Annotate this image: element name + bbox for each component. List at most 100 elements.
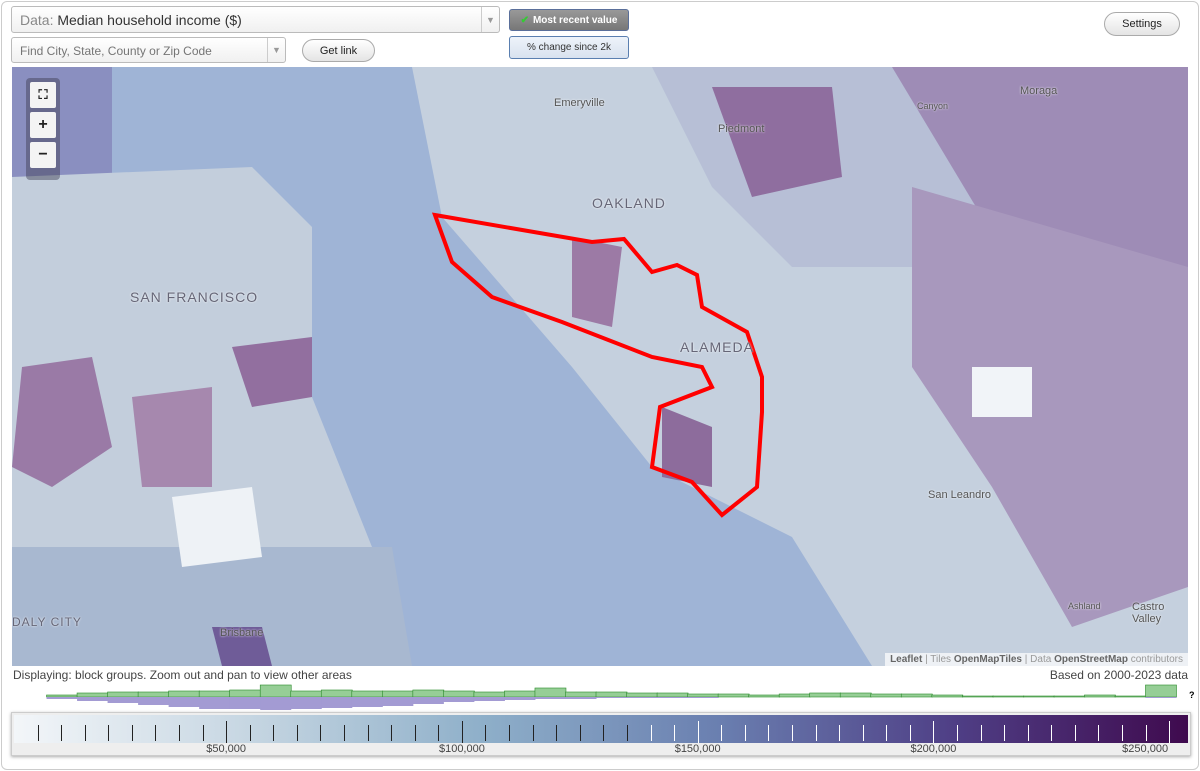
displaying-text: Displaying: block groups. Zoom out and p…	[13, 668, 352, 682]
histogram-bar-below	[107, 697, 139, 703]
histogram-bar-below	[229, 697, 261, 709]
legend-tick	[744, 725, 746, 741]
map-attribution: Leaflet | Tiles OpenMapTiles | Data Open…	[885, 653, 1188, 666]
legend-tick	[320, 725, 322, 741]
leaflet-link[interactable]: Leaflet	[890, 654, 923, 665]
histogram-bar-above	[473, 691, 506, 698]
histogram-bar-below	[534, 697, 566, 699]
histogram-bar-above	[565, 691, 597, 698]
pct-change-toggle[interactable]: % change since 2k	[509, 36, 629, 59]
most-recent-toggle[interactable]: ✔ Most recent value	[509, 9, 629, 31]
legend-tick	[1169, 721, 1171, 743]
zoom-out-button[interactable]: −	[30, 142, 56, 168]
legend-tick	[108, 725, 110, 741]
get-link-button[interactable]: Get link	[302, 39, 375, 62]
histogram-bar-above	[717, 693, 750, 698]
legend-gradient	[14, 715, 1188, 743]
legend-tick	[485, 725, 487, 741]
legend-tick	[84, 725, 86, 741]
legend-label: $150,000	[674, 743, 721, 755]
legend-tick	[579, 725, 581, 741]
map-label: DALY CITY	[12, 615, 82, 629]
data-select[interactable]: Data: Median household income ($) ▼	[11, 6, 500, 33]
legend-tick	[61, 725, 63, 741]
histogram-bar-above	[687, 693, 719, 698]
most-recent-label: Most recent value	[532, 14, 618, 26]
osm-link[interactable]: OpenStreetMap	[1054, 654, 1128, 665]
histogram-bar-above	[76, 692, 109, 698]
legend-tick	[886, 725, 888, 741]
chevron-down-icon[interactable]: ▼	[481, 7, 499, 32]
histogram-bar-above	[1053, 695, 1086, 698]
histogram-bar-above	[198, 690, 231, 698]
legend-tick	[131, 725, 133, 741]
settings-button[interactable]: Settings	[1104, 12, 1180, 36]
data-label: Data:	[20, 12, 54, 28]
histogram-bar-below	[382, 697, 414, 706]
legend-tick	[179, 725, 181, 741]
histogram-bar-below	[46, 697, 78, 699]
map-label: Piedmont	[718, 123, 765, 135]
legend-tick	[155, 725, 157, 741]
histogram-bar-below	[412, 697, 444, 704]
legend-tick	[438, 725, 440, 741]
legend-tick	[909, 725, 911, 741]
legend-tick	[674, 725, 676, 741]
legend-tick	[1004, 725, 1006, 741]
map-label: Ashland	[1068, 601, 1101, 611]
legend-tick	[37, 725, 39, 741]
histogram-bar-below	[199, 697, 231, 709]
histogram-bar-above	[137, 691, 170, 698]
legend-tick	[603, 725, 605, 741]
tiles-link[interactable]: OpenMapTiles	[953, 654, 1022, 665]
histogram-bar-below	[687, 697, 719, 698]
legend-tick	[768, 725, 770, 741]
legend-tick	[650, 725, 652, 741]
histogram	[46, 684, 1177, 710]
legend-tick	[202, 725, 204, 741]
histogram-bar-above	[229, 689, 262, 698]
histogram-bar-above	[931, 694, 964, 698]
histogram-bar-above	[870, 693, 903, 698]
legend-tick	[721, 725, 723, 741]
histogram-bar-below	[1145, 697, 1177, 698]
histogram-bar-above	[595, 691, 628, 698]
histogram-bar-above	[626, 692, 658, 698]
legend-tick	[344, 725, 346, 741]
histogram-bar-above	[962, 695, 994, 698]
histogram-bar-below	[443, 697, 475, 702]
color-legend: $50,000 $100,000 $150,000 $200,000 $250,000	[11, 712, 1191, 756]
map[interactable]: Emeryville Piedmont Canyon Moraga OAKLAN…	[12, 67, 1188, 666]
histogram-bar-above	[504, 690, 536, 698]
legend-tick	[862, 725, 864, 741]
histogram-bar-above	[778, 693, 811, 698]
legend-tick	[933, 721, 935, 743]
legend-tick	[1098, 725, 1100, 741]
histogram-bar-below	[565, 697, 597, 699]
histogram-bar-below	[290, 697, 322, 709]
histogram-bar-below	[504, 697, 536, 700]
zoom-in-button[interactable]: +	[30, 112, 56, 138]
chevron-down-icon[interactable]: ▼	[267, 38, 285, 62]
histogram-bar-above	[382, 690, 414, 698]
fullscreen-icon[interactable]: ⛶	[30, 82, 56, 108]
histogram-bar-above	[656, 692, 689, 698]
map-label: Moraga	[1020, 85, 1058, 97]
tiles-prefix: Tiles	[930, 654, 952, 665]
map-label: SAN FRANCISCO	[130, 289, 259, 305]
location-search[interactable]: ▼	[11, 37, 286, 63]
choropleth-layer	[12, 67, 1188, 666]
legend-tick	[296, 725, 298, 741]
legend-tick	[697, 721, 699, 743]
legend-tick	[249, 725, 251, 741]
histogram-bar-above	[107, 691, 139, 698]
histogram-bar-below	[138, 697, 170, 705]
legend-label: $50,000	[206, 743, 247, 755]
map-label: Canyon	[917, 101, 949, 111]
based-on-text: Based on 2000-2023 data	[1049, 668, 1188, 682]
legend-tick	[556, 725, 558, 741]
legend-tick	[1074, 725, 1076, 741]
histogram-bar-above	[46, 694, 78, 698]
search-input[interactable]	[20, 44, 260, 58]
